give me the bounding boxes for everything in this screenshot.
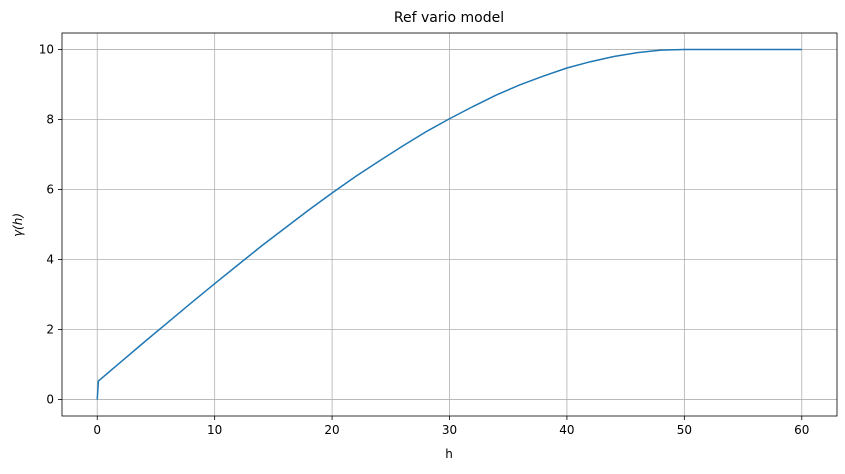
x-tick-label: 0 xyxy=(93,423,101,437)
x-tick-label: 40 xyxy=(559,423,574,437)
y-tick-label: 2 xyxy=(46,323,54,337)
y-axis-label: γ(h) xyxy=(11,213,25,237)
y-tick-label: 4 xyxy=(46,253,54,267)
chart-title: Ref vario model xyxy=(394,10,504,26)
y-tick-label: 10 xyxy=(39,42,54,56)
y-tick-label: 0 xyxy=(46,393,54,407)
x-tick-label: 10 xyxy=(207,423,222,437)
x-tick-label: 60 xyxy=(794,423,809,437)
line xyxy=(96,48,802,400)
x-tick-label: 30 xyxy=(442,423,457,437)
x-axis-label: h xyxy=(445,447,453,461)
x-tick-label: 20 xyxy=(324,423,339,437)
plot-frame xyxy=(61,32,838,417)
y-tick-label: 6 xyxy=(46,182,54,196)
y-tick-label: 8 xyxy=(46,112,54,126)
x-tick-label: 50 xyxy=(677,423,692,437)
